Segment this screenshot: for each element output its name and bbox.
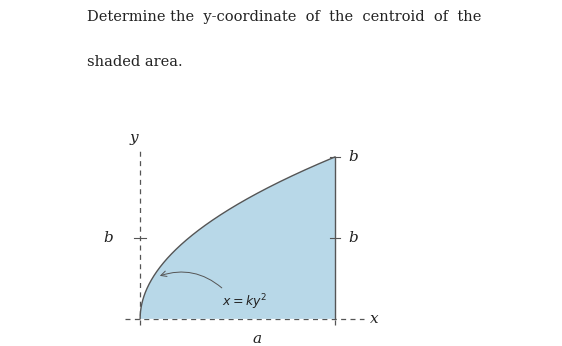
Polygon shape <box>140 157 335 319</box>
Text: Determine the  y-coordinate  of  the  centroid  of  the: Determine the y-coordinate of the centro… <box>87 10 482 24</box>
Text: $x = ky^2$: $x = ky^2$ <box>222 292 267 312</box>
Text: b: b <box>348 150 359 164</box>
Text: a: a <box>252 332 261 346</box>
Text: b: b <box>348 231 359 245</box>
Text: b: b <box>103 231 113 245</box>
Text: y: y <box>130 131 139 145</box>
Text: shaded area.: shaded area. <box>87 55 183 69</box>
Text: x: x <box>370 312 379 326</box>
